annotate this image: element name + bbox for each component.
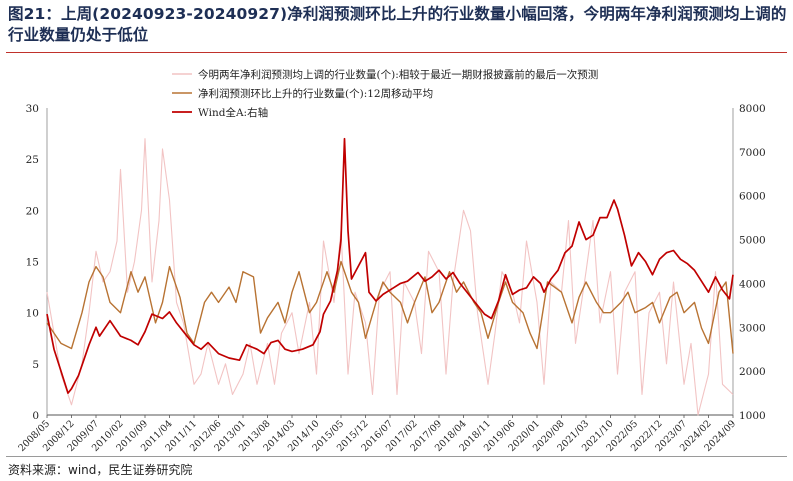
legend-label-1: 今明两年净利润预测均上调的行业数量(个):相较于最近一期财报披露前的最后一次预测 [198,68,598,81]
y-right-tick-label: 5000 [739,235,766,247]
y-left-tick-label: 20 [26,205,39,217]
y-right-tick-label: 8000 [739,103,766,115]
title-divider [6,52,787,53]
source-note: 资料来源：wind，民生证券研究院 [8,463,193,477]
y-left-tick-label: 0 [32,410,39,422]
series-line-1 [46,138,734,416]
y-left-tick-label: 25 [26,154,39,166]
y-right-tick-label: 4000 [739,278,766,290]
series-line-2 [46,260,734,354]
y-left-tick-label: 15 [26,257,39,269]
y-right-tick-label: 3000 [739,322,766,334]
series-line-3 [46,137,734,394]
y-right-tick-label: 1000 [739,410,766,422]
legend-label-2: 净利润预测环比上升的行业数量(个):12周移动平均 [198,87,433,100]
y-left-tick-label: 5 [32,359,39,371]
chart-title: 图21：上周(20240923-20240927)净利润预测环比上升的行业数量小… [8,5,787,44]
y-right-tick-label: 6000 [739,191,766,203]
y-left-tick-label: 30 [26,103,39,115]
y-left-tick-label: 10 [26,308,39,320]
chart-area: 0 5 10 15 20 25 30 1000 2000 3000 4000 5000 6000 7000… [16,68,766,454]
footer-divider [6,456,787,457]
y-right-tick-label: 7000 [739,147,766,159]
legend-label-3: Wind全A:右轴 [198,106,268,119]
y-right-tick-label: 2000 [739,366,766,378]
